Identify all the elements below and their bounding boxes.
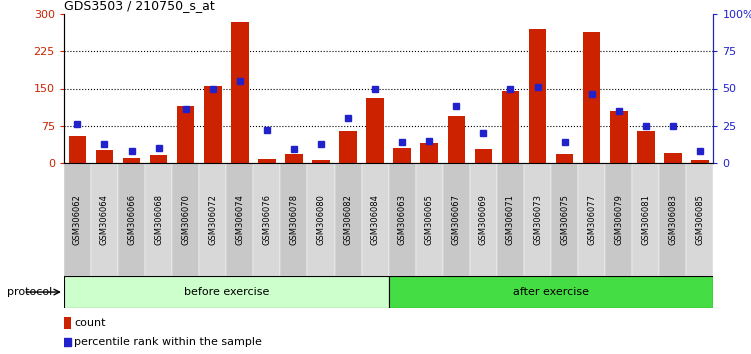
Bar	[583, 32, 601, 163]
Text: GSM306072: GSM306072	[208, 194, 217, 245]
Bar	[448, 116, 465, 163]
Bar	[68, 136, 86, 163]
Text: GSM306064: GSM306064	[100, 194, 109, 245]
Bar	[199, 163, 226, 276]
Bar	[475, 149, 492, 163]
Bar	[95, 150, 113, 163]
Text: GSM306067: GSM306067	[452, 194, 461, 245]
Text: GSM306066: GSM306066	[127, 194, 136, 245]
Text: GSM306068: GSM306068	[154, 194, 163, 245]
Bar	[529, 29, 546, 163]
Text: GSM306062: GSM306062	[73, 194, 82, 245]
Text: protocol: protocol	[8, 287, 53, 297]
Bar	[122, 158, 140, 163]
Bar	[145, 163, 172, 276]
Bar	[605, 163, 632, 276]
Text: count: count	[74, 318, 106, 328]
Bar	[691, 160, 709, 163]
Text: GSM306069: GSM306069	[479, 194, 488, 245]
Bar	[253, 163, 280, 276]
Bar	[307, 163, 334, 276]
Bar	[231, 22, 249, 163]
Bar	[394, 148, 411, 163]
Bar	[686, 163, 713, 276]
Bar	[339, 131, 357, 163]
Text: GSM306078: GSM306078	[289, 194, 298, 245]
Bar	[258, 159, 276, 163]
Bar	[556, 154, 573, 163]
Text: GDS3503 / 210750_s_at: GDS3503 / 210750_s_at	[64, 0, 215, 12]
Text: GSM306075: GSM306075	[560, 194, 569, 245]
Text: GSM306074: GSM306074	[235, 194, 244, 245]
Text: GSM306081: GSM306081	[641, 194, 650, 245]
Bar	[361, 163, 389, 276]
Bar	[389, 276, 713, 308]
Bar	[64, 163, 91, 276]
Bar	[664, 153, 682, 163]
Bar	[389, 163, 416, 276]
Bar	[610, 111, 628, 163]
Bar	[632, 163, 659, 276]
Text: before exercise: before exercise	[183, 287, 269, 297]
Text: GSM306071: GSM306071	[506, 194, 515, 245]
Bar	[280, 163, 307, 276]
Bar	[176, 106, 195, 163]
Text: after exercise: after exercise	[513, 287, 589, 297]
Text: GSM306084: GSM306084	[370, 194, 379, 245]
Bar	[64, 316, 71, 329]
Text: GSM306077: GSM306077	[587, 194, 596, 245]
Text: GSM306070: GSM306070	[181, 194, 190, 245]
Bar	[551, 163, 578, 276]
Bar	[149, 155, 167, 163]
Bar	[637, 131, 655, 163]
Bar	[118, 163, 145, 276]
Bar	[312, 160, 330, 163]
Bar	[524, 163, 551, 276]
Bar	[91, 163, 118, 276]
Text: GSM306083: GSM306083	[668, 194, 677, 245]
Text: GSM306085: GSM306085	[695, 194, 704, 245]
Text: GSM306079: GSM306079	[614, 194, 623, 245]
Text: GSM306076: GSM306076	[262, 194, 271, 245]
Bar	[334, 163, 361, 276]
Bar	[578, 163, 605, 276]
Text: percentile rank within the sample: percentile rank within the sample	[74, 337, 262, 347]
Text: GSM306082: GSM306082	[343, 194, 352, 245]
Bar	[502, 91, 519, 163]
Text: GSM306065: GSM306065	[425, 194, 434, 245]
Bar	[226, 163, 253, 276]
Bar	[172, 163, 199, 276]
Bar	[470, 163, 497, 276]
Bar	[421, 143, 438, 163]
Bar	[659, 163, 686, 276]
Text: GSM306063: GSM306063	[398, 194, 407, 245]
Bar	[497, 163, 524, 276]
Bar	[285, 154, 303, 163]
Text: GSM306073: GSM306073	[533, 194, 542, 245]
Text: GSM306080: GSM306080	[316, 194, 325, 245]
Bar	[204, 86, 222, 163]
Bar	[443, 163, 470, 276]
Bar	[416, 163, 443, 276]
Bar	[366, 98, 384, 163]
Bar	[64, 276, 389, 308]
